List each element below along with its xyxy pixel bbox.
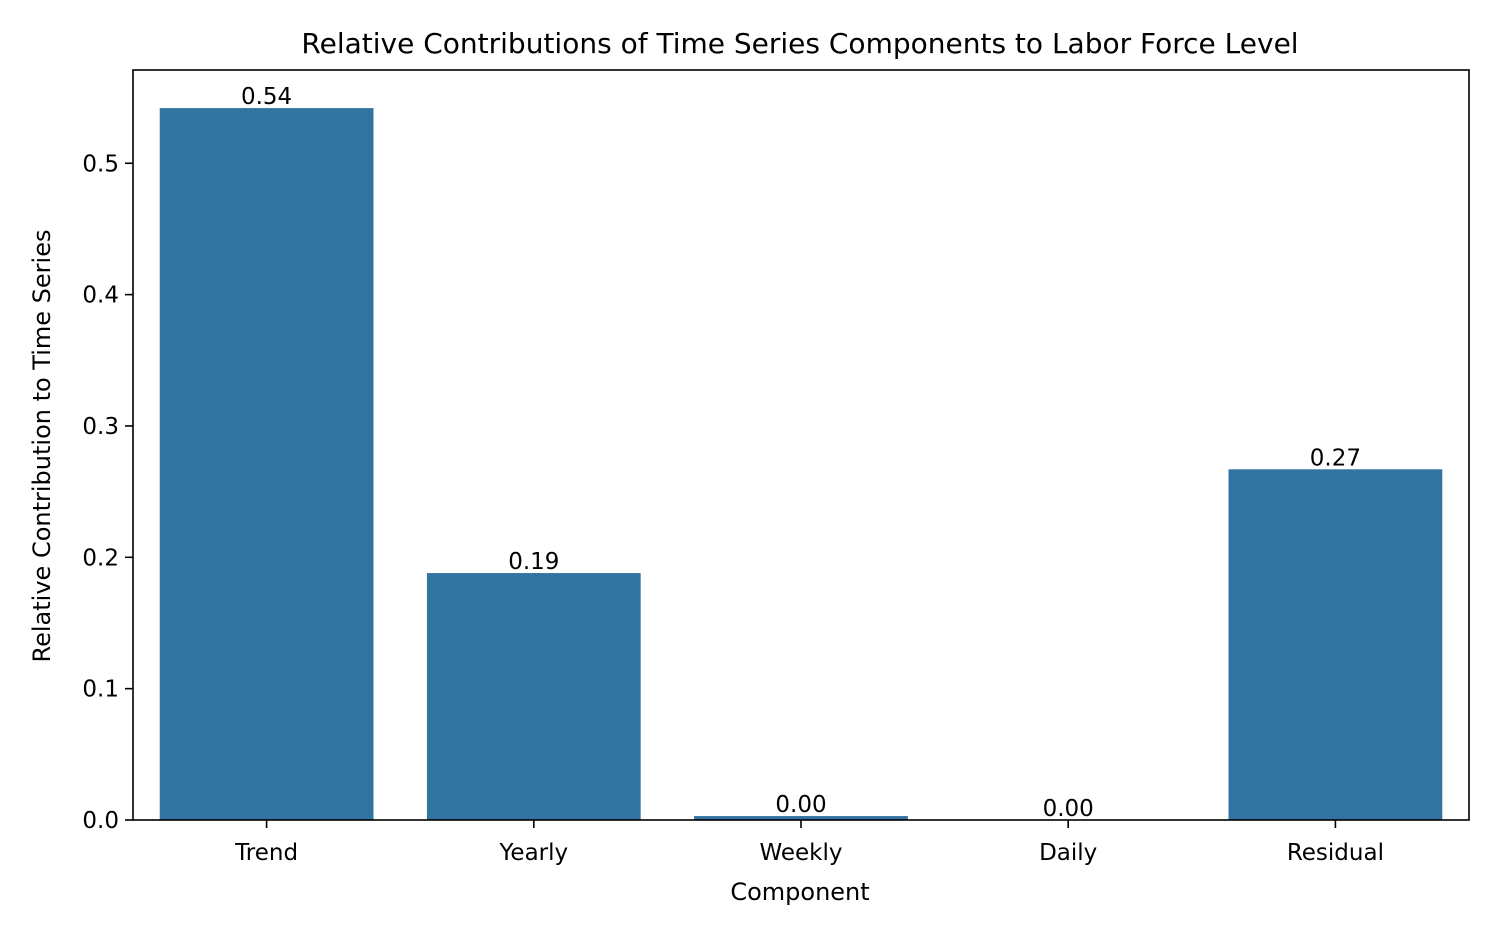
x-tick-label-trend: Trend: [234, 840, 298, 866]
y-tick-label: 0.4: [82, 283, 119, 309]
bar-trend: [159, 108, 374, 821]
x-tick-label-weekly: Weekly: [759, 840, 842, 866]
bar-value-label-yearly: 0.19: [508, 549, 559, 575]
bar-value-label-daily: 0.00: [1043, 796, 1094, 822]
y-axis-label: Relative Contribution to Time Series: [28, 230, 56, 663]
x-tick-label-residual: Residual: [1287, 840, 1384, 866]
bar-value-label-trend: 0.54: [241, 84, 292, 110]
plot-frame: [132, 69, 1470, 821]
y-tick-label: 0.1: [82, 677, 119, 703]
bar-value-label-weekly: 0.00: [775, 792, 826, 818]
bar-labels-group: 0.54 0.19 0.00 0.00 0.27: [241, 84, 1361, 822]
bar-value-label-residual: 0.27: [1310, 445, 1361, 471]
bar-yearly: [426, 573, 641, 820]
y-tick-label: 0.3: [82, 414, 119, 440]
x-axis: Trend Yearly Weekly Daily Residual: [234, 820, 1384, 866]
y-tick-label: 0.5: [82, 151, 119, 177]
y-tick-label: 0.0: [82, 808, 119, 834]
bar-weekly: [694, 816, 908, 820]
y-axis: 0.0 0.1 0.2 0.3 0.4 0.5: [82, 151, 133, 834]
bars-group: [159, 108, 1443, 821]
chart-title: Relative Contributions of Time Series Co…: [301, 27, 1298, 60]
x-tick-label-daily: Daily: [1039, 840, 1097, 866]
y-tick-label: 0.2: [82, 545, 119, 571]
x-tick-label-yearly: Yearly: [498, 840, 568, 866]
bar-residual: [1228, 469, 1443, 820]
x-axis-label: Component: [730, 878, 869, 906]
